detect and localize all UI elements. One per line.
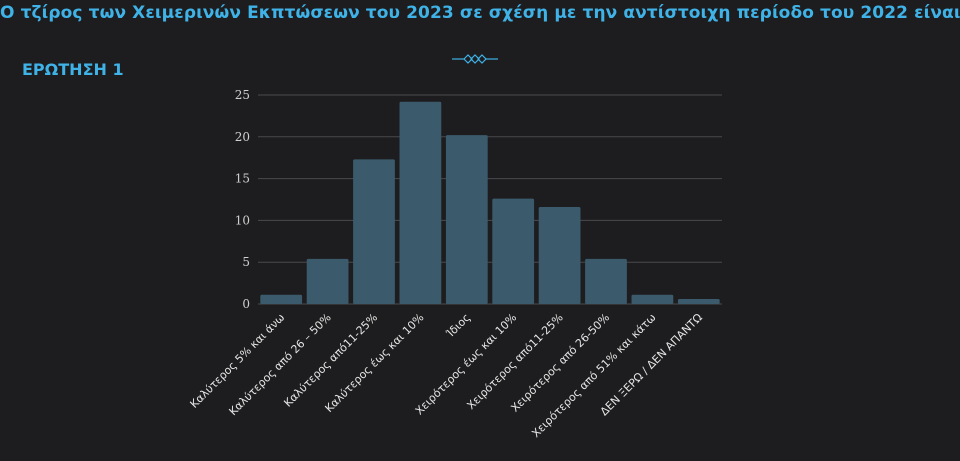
y-axis-ticks: 0 5 10 15 20 25 [235, 88, 250, 311]
y-tick-label: 0 [242, 297, 250, 311]
question-label: ΕΡΩΤΗΣΗ 1 [22, 60, 124, 79]
bar [445, 135, 488, 304]
y-tick-label: 15 [235, 172, 250, 186]
bar [585, 258, 627, 304]
bar [538, 207, 581, 304]
x-tick-label: Ίδιος [443, 311, 473, 341]
bar [677, 298, 720, 304]
bar [353, 159, 395, 304]
bar [631, 294, 674, 304]
bar [492, 198, 535, 304]
x-tick-label: Καλύτερος από11-25% [281, 311, 380, 410]
x-tick-label: Καλύτερος 5% και άνω [188, 311, 288, 411]
y-tick-label: 25 [235, 88, 250, 102]
x-tick-label: Χειρότερος από11-25% [464, 311, 565, 412]
y-tick-label: 20 [235, 130, 250, 144]
ornament-divider-icon [452, 54, 498, 64]
bar [260, 294, 303, 304]
y-tick-label: 10 [235, 213, 250, 227]
bar [306, 258, 349, 304]
page-title: Ο τζίρος των Χειμερινών Εκπτώσεων του 20… [0, 3, 960, 23]
y-tick-label: 5 [242, 255, 250, 269]
bars [260, 101, 720, 304]
x-tick-label: Καλύτερος έως και 10% [323, 311, 427, 415]
bar [399, 101, 442, 304]
